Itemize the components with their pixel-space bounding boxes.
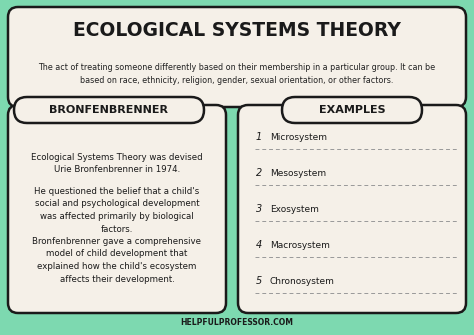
Text: Exosystem: Exosystem [270,204,319,213]
Text: 4: 4 [256,240,262,250]
FancyBboxPatch shape [8,7,466,107]
FancyBboxPatch shape [14,97,204,123]
Text: HELPFULPROFESSOR.COM: HELPFULPROFESSOR.COM [181,318,293,327]
Text: 2: 2 [256,168,262,178]
FancyBboxPatch shape [238,105,466,313]
Text: Bronfenbrenner gave a comprehensive
model of child development that
explained ho: Bronfenbrenner gave a comprehensive mode… [33,237,201,283]
Text: Ecological Systems Theory was devised
Urie Bronfenbrenner in 1974.: Ecological Systems Theory was devised Ur… [31,153,203,175]
Text: 1: 1 [256,132,262,142]
Text: EXAMPLES: EXAMPLES [319,105,385,115]
Text: Macrosystem: Macrosystem [270,241,330,250]
Text: 3: 3 [256,204,262,214]
Text: Microsystem: Microsystem [270,133,327,141]
Text: Chronosystem: Chronosystem [270,276,335,285]
Text: Mesosystem: Mesosystem [270,169,326,178]
Text: The act of treating someone differently based on their membership in a particula: The act of treating someone differently … [38,63,436,85]
Text: BRONFENBRENNER: BRONFENBRENNER [49,105,168,115]
Text: He questioned the belief that a child's
social and psychological development
was: He questioned the belief that a child's … [35,187,200,233]
Text: ECOLOGICAL SYSTEMS THEORY: ECOLOGICAL SYSTEMS THEORY [73,20,401,40]
Text: 5: 5 [256,276,262,286]
FancyBboxPatch shape [282,97,422,123]
FancyBboxPatch shape [8,105,226,313]
